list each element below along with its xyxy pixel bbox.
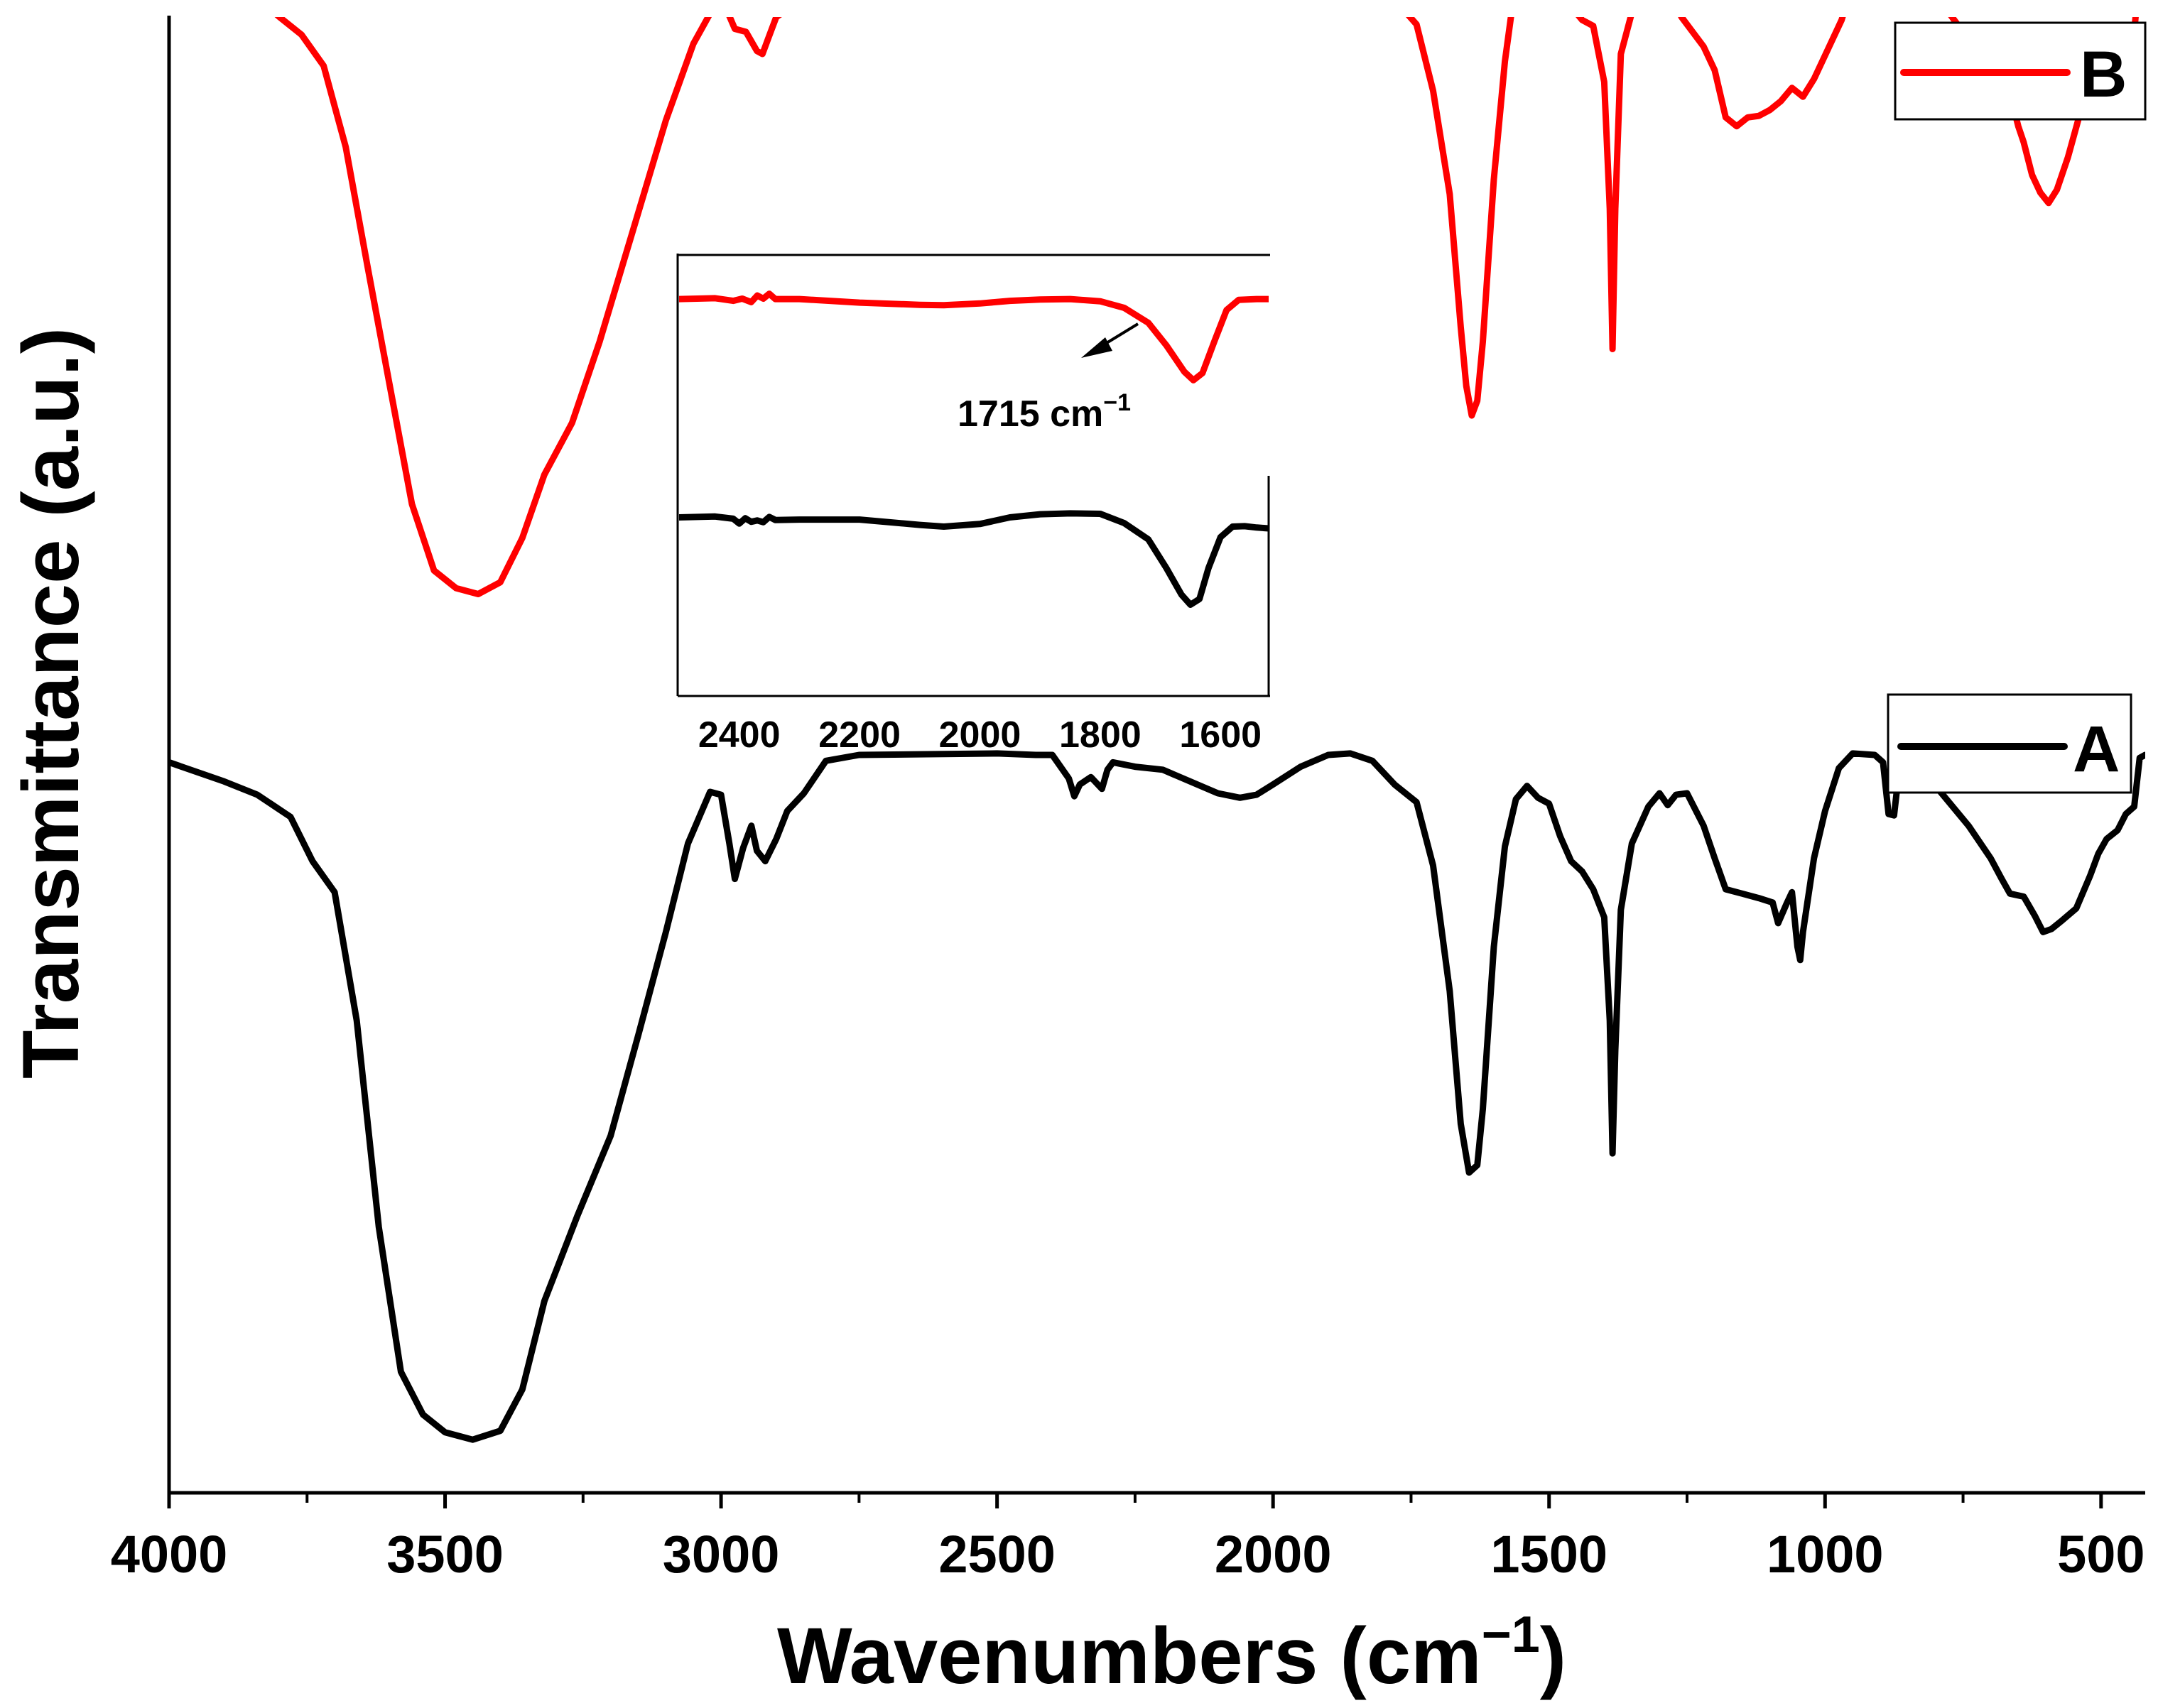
annotation-1715: 1715 cm−1 bbox=[958, 322, 1139, 435]
series-A-line bbox=[169, 749, 2145, 1443]
x-tick-label: 500 bbox=[2057, 1525, 2145, 1584]
x-axis-title-close: ) bbox=[1540, 1611, 1566, 1700]
annotation-label-sup: −1 bbox=[1103, 389, 1131, 416]
x-tick-label: 3500 bbox=[386, 1525, 504, 1584]
y-axis-title: Transmittance (a.u.) bbox=[6, 327, 95, 1079]
inset-x-tick-label: 2000 bbox=[939, 714, 1021, 756]
annotation-label: 1715 cm−1 bbox=[958, 389, 1131, 435]
annotation-label-main: 1715 cm bbox=[958, 393, 1103, 435]
x-axis-title: Wavenumbers (cm−1) bbox=[777, 1606, 1566, 1700]
inset-x-tick-labels: 2400 2200 2000 1800 1600 bbox=[698, 714, 1262, 756]
x-axis-ticks: 4000 3500 3000 2500 2000 1500 1000 500 bbox=[111, 1493, 2145, 1584]
inset-x-tick-label: 2400 bbox=[698, 714, 781, 756]
inset-chart: 2400 2200 2000 1800 1600 1715 cm−1 bbox=[676, 254, 1270, 756]
legend-B-label: B bbox=[2080, 38, 2127, 111]
inset-x-tick-label: 1600 bbox=[1179, 714, 1262, 756]
annotation-arrow-head bbox=[1081, 337, 1112, 358]
x-tick-label: 3000 bbox=[663, 1525, 780, 1584]
inset-x-tick-label: 1800 bbox=[1059, 714, 1142, 756]
inset-series-B-line bbox=[679, 290, 1269, 384]
legend-B: B bbox=[1894, 21, 2147, 121]
legend-A-label: A bbox=[2073, 713, 2120, 785]
x-tick-label: 4000 bbox=[111, 1525, 228, 1584]
legend-A: A bbox=[1887, 693, 2132, 794]
plot-frame bbox=[167, 16, 2145, 1495]
inset-series-A-line bbox=[679, 510, 1269, 608]
x-tick-label: 2000 bbox=[1215, 1525, 1332, 1584]
x-tick-label: 1500 bbox=[1490, 1525, 1607, 1584]
series-B-line bbox=[274, 17, 2139, 597]
x-tick-label: 2500 bbox=[938, 1525, 1056, 1584]
inset-x-tick-label: 2200 bbox=[818, 714, 901, 756]
x-axis-title-main: Wavenumbers (cm bbox=[777, 1611, 1482, 1700]
x-tick-label: 1000 bbox=[1767, 1525, 1884, 1584]
x-axis-title-sup: −1 bbox=[1482, 1606, 1540, 1663]
